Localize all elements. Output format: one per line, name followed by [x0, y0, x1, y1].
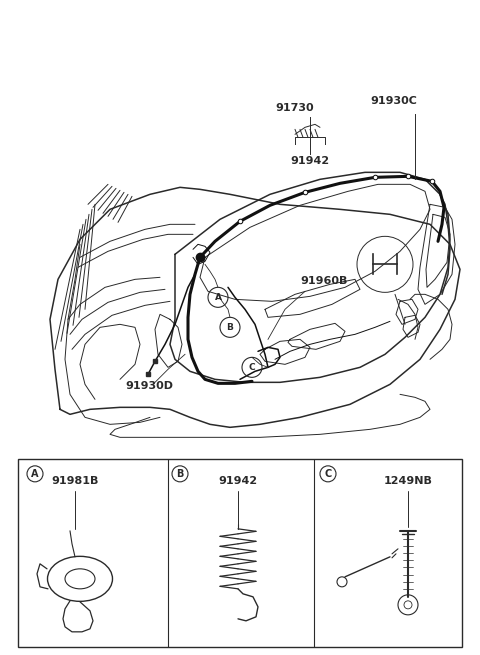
Text: A: A: [215, 293, 221, 302]
Text: 1249NB: 1249NB: [384, 476, 432, 486]
Text: 91730: 91730: [275, 103, 313, 113]
Text: 91981B: 91981B: [51, 476, 99, 486]
Text: 91942: 91942: [218, 476, 258, 486]
Text: B: B: [227, 323, 233, 332]
Text: A: A: [31, 469, 39, 479]
Text: 91960B: 91960B: [300, 276, 348, 286]
Text: C: C: [324, 469, 332, 479]
Text: 91930D: 91930D: [125, 381, 173, 391]
Text: B: B: [176, 469, 184, 479]
Text: 91942: 91942: [290, 157, 329, 166]
Text: 91930C: 91930C: [370, 96, 417, 106]
Text: C: C: [249, 363, 255, 372]
